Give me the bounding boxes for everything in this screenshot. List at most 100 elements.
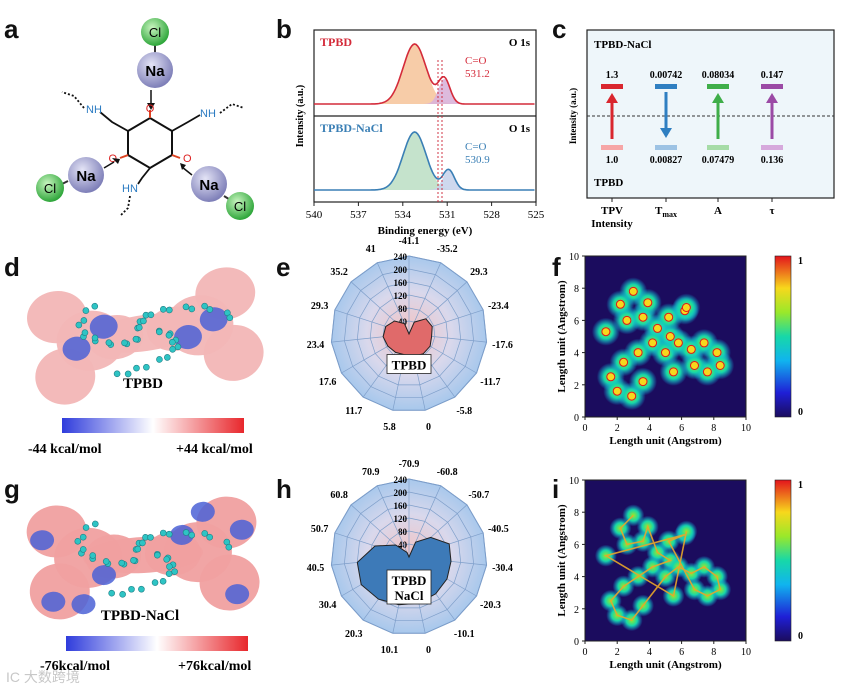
esp-atom [105, 339, 113, 346]
density-x-tick-label: 10 [741, 647, 751, 658]
density-x-label: Length unit (Angstrom) [609, 659, 722, 671]
esp-atom [166, 563, 173, 570]
esp-atom [188, 531, 196, 539]
radar-angle-label: 23.4 [307, 340, 325, 351]
xps-x-tick-label: 540 [306, 209, 323, 221]
density-x-tick-label: 10 [741, 423, 751, 434]
esp-atom [159, 529, 167, 537]
density-core [669, 367, 678, 377]
radar-angle-label: 20.3 [345, 629, 363, 640]
radar-radial-tick: 240 [394, 252, 408, 262]
esp-atom [89, 552, 97, 559]
radar-angle-label: -70.9 [399, 459, 420, 470]
panel-g: g TPBD-NaCl -76kcal/mol +76kcal/mol [4, 474, 260, 674]
density-y-tick-label: 10 [569, 252, 579, 263]
radar-angle-label: 40.5 [307, 563, 325, 574]
density-core [673, 338, 683, 348]
esp-negative-region [89, 314, 118, 339]
xps-curves [314, 43, 535, 191]
esp-negative-region [92, 565, 116, 586]
density-core [615, 299, 625, 309]
na-label-left: Na [76, 168, 96, 185]
radar-angle-label: 50.7 [311, 524, 329, 535]
esp-atom [151, 579, 159, 586]
esp-negative-region [229, 519, 254, 540]
xps-bottom-name: TPBD-NaCl [320, 121, 383, 135]
nh-label-left: NH [86, 104, 102, 116]
cl-label-top: Cl [149, 25, 161, 40]
density-y-tick-label: 4 [574, 349, 579, 360]
density-x-tick-label: 0 [583, 647, 588, 658]
esp-atom [171, 568, 178, 575]
esp-atom [128, 585, 135, 593]
radar-angle-label: 30.4 [319, 600, 337, 611]
density-core [633, 348, 643, 358]
density-y-tick-label: 8 [574, 284, 579, 295]
esp-atom [139, 539, 146, 547]
tpv-top-value: 0.00742 [650, 70, 683, 81]
radar-spoke [376, 262, 410, 335]
xps-x-ticks: 540 537 534 531 528 525 [306, 202, 545, 221]
esp-atom [91, 302, 99, 310]
density-core [627, 391, 637, 401]
esp-negative-region [30, 530, 55, 551]
tpv-arrow-head [766, 93, 778, 103]
radar-radial-tick: 200 [394, 488, 408, 498]
radar-radial-tick: 120 [394, 291, 408, 301]
radar-label: TPBD [392, 573, 427, 588]
density-core [665, 332, 675, 341]
panel-h: h 0 40 80 120 160 200 240 -70.9 -60.8 -50.7 -40.5 -… [276, 459, 513, 656]
esp-atom [75, 321, 83, 329]
tpv-top-bar [707, 84, 729, 89]
radar-ring [356, 281, 462, 386]
panel-a: a Cl Na O O O NH NH HN Na Cl Na [4, 14, 254, 220]
radar-angle-label: -35.2 [437, 244, 458, 255]
esp-map-tpbd [27, 267, 264, 405]
esp-atom [92, 520, 99, 528]
xps-x-tick-label: 528 [483, 209, 500, 221]
esp-negative-region [190, 501, 215, 522]
esp-min-tpbd-nacl: -76kcal/mol [40, 659, 110, 674]
radar-angle-label: -40.5 [488, 524, 509, 535]
radar-angle-label: -30.4 [492, 563, 513, 574]
panel-letter-d: d [4, 252, 20, 282]
radar-radial-tick: 80 [398, 304, 408, 314]
esp-negative-region [199, 307, 228, 332]
panel-letter-b: b [276, 14, 292, 44]
xps-bottom-peak-label: C=O [465, 141, 487, 153]
xps-x-tick-label: 525 [528, 209, 545, 221]
density-x-tick-label: 6 [679, 647, 684, 658]
o-label-top: O [146, 103, 155, 115]
density-y-tick-label: 4 [574, 573, 579, 584]
esp-atom [140, 317, 147, 325]
panel-letter-e: e [276, 252, 290, 282]
radar-angle-label: 5.8 [383, 422, 396, 433]
xps-bottom-level: O 1s [509, 123, 531, 135]
density-core [628, 286, 638, 296]
tpv-top-value: 1.3 [606, 70, 619, 81]
esp-atom [182, 303, 190, 311]
xps-top-component-main [314, 44, 535, 104]
xps-bottom-component-main [314, 132, 535, 190]
esp-atom [166, 306, 173, 314]
esp-atom [163, 556, 170, 563]
radar-angle-label: 35.2 [330, 267, 348, 278]
density-colorbar [774, 255, 792, 418]
tpv-arrow-head [712, 93, 724, 103]
cl-atom-right [226, 192, 254, 220]
hn-label-bottom: HN [122, 183, 138, 195]
xps-bottom-peak-value: 530.9 [465, 154, 490, 166]
radar-radial-tick: 40 [398, 317, 408, 327]
esp-colorbar-tpbd-nacl [66, 636, 248, 651]
radar-tpbd-nacl: 0 40 80 120 160 200 240 -70.9 -60.8 -50.7 -40.5 -30… [307, 459, 513, 656]
esp-name-tpbd: TPBD [123, 376, 163, 392]
radar-radial-tick: 120 [394, 514, 408, 524]
watermark-text: IC 大数跨境 [6, 669, 80, 685]
density-core [686, 344, 696, 354]
tpv-top-value: 0.08034 [702, 70, 735, 81]
density-colorbar-min: 0 [798, 631, 803, 642]
density-core [601, 327, 611, 337]
esp-atom [201, 302, 208, 310]
